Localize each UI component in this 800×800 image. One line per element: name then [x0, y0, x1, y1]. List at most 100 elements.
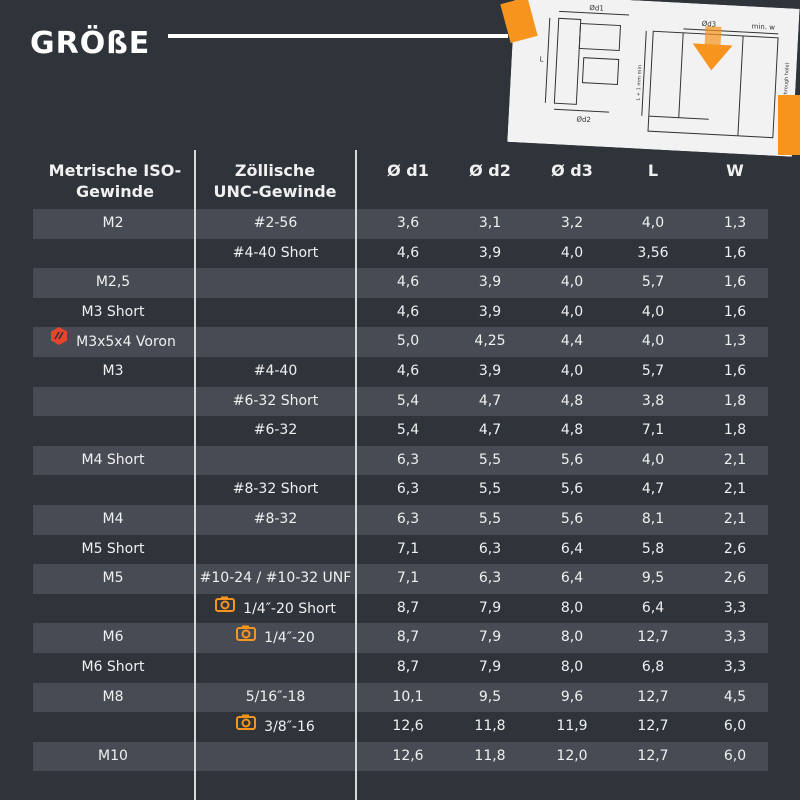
table-row: #6-32 Short 5,4 4,7 4,8 3,8 1,8: [33, 386, 768, 417]
cell-d1: 4,6: [368, 268, 448, 298]
cell-text: 5,6: [560, 481, 584, 498]
cell-text: 6,3: [396, 451, 420, 468]
header-metric: Metrische ISO-Gewinde: [48, 161, 182, 201]
cell-metric: [33, 416, 193, 446]
cell-text: 3,3: [723, 599, 747, 616]
cell-text: 1,6: [723, 363, 747, 379]
cell-L: 5,8: [613, 535, 693, 565]
cell-text: #6-32 Short: [232, 392, 319, 409]
cell-unc: 3/8″-16: [195, 712, 356, 742]
cell-metric: M10: [33, 742, 193, 772]
cell-text: 11,8: [474, 747, 506, 764]
cell-text: #8-32: [253, 511, 298, 527]
cell-text: 5,6: [560, 511, 584, 527]
cell-d3: 4,8: [532, 416, 612, 446]
cell-unc: [195, 268, 356, 298]
cell-metric: M4: [33, 505, 193, 535]
cell-metric: M8: [33, 683, 193, 713]
table-row: M4 Short 6,3 5,5 5,6 4,0 2,1: [33, 445, 768, 476]
cell-metric: M4 Short: [33, 446, 193, 476]
cell-text: 3/8″-16: [264, 718, 315, 735]
cell-unc: [195, 653, 356, 683]
cell-W: 1,8: [695, 416, 775, 446]
cell-d3: 6,4: [532, 564, 612, 594]
cell-text: 1,3: [723, 215, 747, 231]
cell-text: 8,0: [560, 599, 584, 616]
cell-d3: 5,6: [532, 505, 612, 535]
cell-text: 4,7: [478, 392, 502, 409]
cell-d1: 8,7: [368, 594, 448, 624]
cell-text: 3,2: [560, 215, 584, 231]
cell-text: 12,7: [637, 629, 669, 646]
cell-W: 2,1: [695, 505, 775, 535]
cell-text: 12,0: [556, 747, 588, 764]
cell-text: 11,8: [474, 718, 506, 735]
cell-text: 5,8: [641, 540, 665, 557]
cell-metric: M5: [33, 564, 193, 594]
cell-text: 4,8: [560, 392, 584, 409]
cell-text: 4,6: [396, 363, 420, 379]
cell-d3: 4,4: [532, 327, 612, 357]
table-row: M8 5/16″-18 10,1 9,5 9,6 12,7 4,5: [33, 682, 768, 713]
table-row: #8-32 Short 6,3 5,5 5,6 4,7 2,1: [33, 475, 768, 505]
cell-L: 3,8: [613, 387, 693, 417]
cell-text: #10-24 / #10-32 UNF: [199, 570, 352, 587]
column-divider: [355, 150, 357, 800]
cell-d3: 8,0: [532, 623, 612, 653]
cell-d1: 5,4: [368, 416, 448, 446]
cell-text: 4,6: [396, 274, 420, 291]
cell-d1: 10,1: [368, 683, 448, 713]
cell-L: 4,0: [613, 209, 693, 239]
cell-text: 3,6: [396, 215, 420, 231]
cell-d2: 3,1: [450, 209, 530, 239]
cell-d1: 7,1: [368, 564, 448, 594]
table-row: M4 #8-32 6,3 5,5 5,6 8,1 2,1: [33, 505, 768, 535]
cell-text: 5,5: [478, 511, 502, 527]
cell-text: 4,0: [560, 303, 584, 320]
cell-W: 1,6: [695, 357, 775, 387]
cell-d2: 4,25: [450, 327, 530, 357]
cell-text: #8-32 Short: [232, 481, 319, 498]
cell-text: 3,9: [478, 274, 502, 291]
cell-text: 5/16″-18: [245, 688, 306, 705]
table-row: M10 12,6 11,8 12,0 12,7 6,0: [33, 741, 768, 772]
cell-d3: 4,0: [532, 268, 612, 298]
label-L-plus-1: L + 1 mm min: [636, 65, 644, 101]
cell-L: 4,0: [613, 298, 693, 328]
table-row: M3 #4-40 4,6 3,9 4,0 5,7 1,6: [33, 357, 768, 387]
label-min-w: min. w: [751, 22, 775, 31]
cell-unc: 5/16″-18: [195, 683, 356, 713]
cell-unc: #6-32 Short: [195, 387, 356, 417]
cell-d1: 6,3: [368, 446, 448, 476]
cell-text: 4,25: [474, 333, 506, 350]
cell-metric: [33, 239, 193, 269]
cell-d3: 4,0: [532, 357, 612, 387]
column-divider: [194, 150, 196, 800]
cell-d3: 11,9: [532, 712, 612, 742]
cell-text: #4-40: [253, 363, 298, 379]
cell-d3: 6,4: [532, 535, 612, 565]
cell-text: 2,6: [723, 570, 747, 587]
cell-L: 6,8: [613, 653, 693, 683]
cell-d1: 4,6: [368, 239, 448, 269]
cell-text: M6 Short: [81, 659, 145, 675]
cell-unc: [195, 327, 356, 357]
cell-unc: #6-32: [195, 416, 356, 446]
cell-d2: 7,9: [450, 594, 530, 624]
cell-d1: 5,4: [368, 387, 448, 417]
table-row: M3x5x4 Voron 5,0 4,25 4,4 4,0 1,3: [33, 327, 768, 357]
cell-text: M5 Short: [81, 540, 145, 557]
cell-text: 4,0: [641, 333, 665, 350]
cell-text: 2,1: [723, 451, 747, 468]
cell-d2: 6,3: [450, 535, 530, 565]
label-d3: Ød3: [701, 20, 716, 29]
cell-text: 1,3: [723, 333, 747, 350]
cell-text: 6,3: [396, 481, 420, 498]
cell-text: 7,1: [641, 422, 665, 439]
cell-unc: #4-40: [195, 357, 356, 387]
cell-text: 4,8: [560, 422, 584, 439]
cell-text: 8,7: [396, 629, 420, 646]
cell-unc: #8-32: [195, 505, 356, 535]
cell-d3: 4,0: [532, 298, 612, 328]
cell-metric: M3 Short: [33, 298, 193, 328]
